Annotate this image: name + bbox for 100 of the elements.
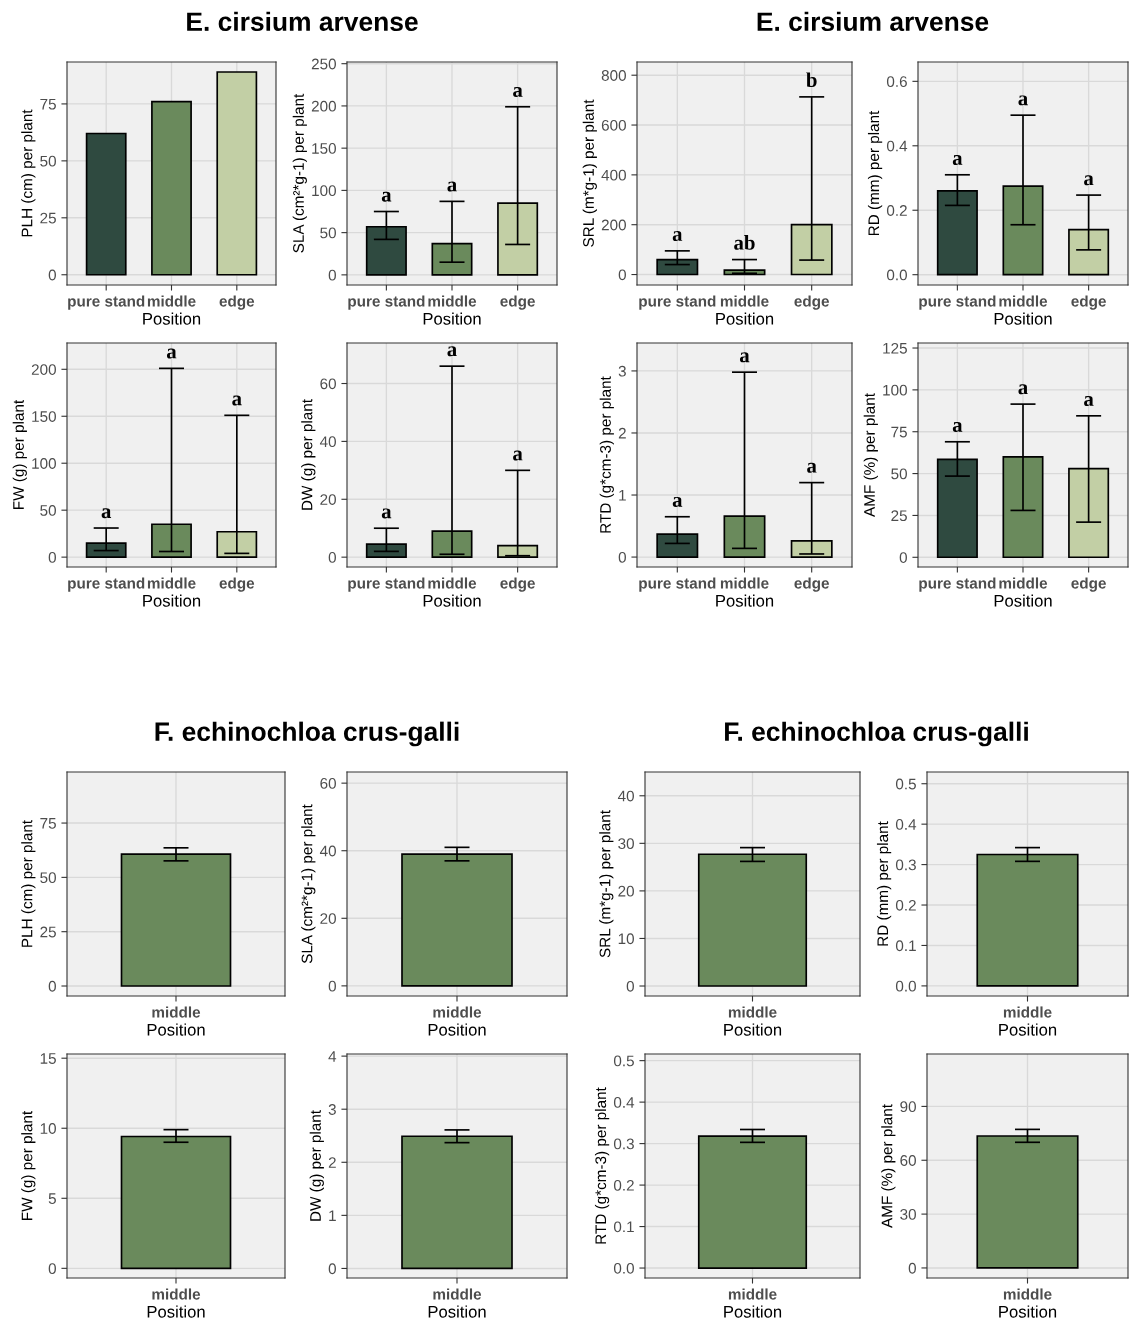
x-tick-label: middle	[433, 1288, 482, 1300]
x-axis-title: Position	[724, 1023, 782, 1036]
y-tick-label: 2	[618, 427, 626, 439]
y-tick-label: 0.1	[895, 940, 916, 952]
y-tick-label: 5	[48, 1193, 56, 1204]
annotation: a	[1084, 175, 1094, 186]
x-tick-label: middle	[433, 1006, 482, 1018]
y-tick-label: 0	[328, 269, 336, 281]
x-tick-label: pure stand	[639, 577, 716, 592]
y-tick-label: 0	[908, 1262, 916, 1274]
y-axis-title: SRL (m*g-1) per plant	[599, 810, 614, 958]
x-axis-title: Position	[147, 1023, 205, 1036]
y-tick-label: 0.0	[613, 1262, 634, 1274]
annotation: a	[1018, 384, 1028, 395]
y-tick-label: 0.2	[613, 1179, 634, 1191]
x-tick-label: edge	[794, 295, 829, 310]
x-tick-label: middle	[152, 1288, 201, 1300]
y-tick-label: 10	[40, 1123, 56, 1134]
y-tick-label: 90	[900, 1101, 916, 1113]
y-tick-label: 400	[601, 169, 626, 181]
x-tick-label: pure stand	[919, 295, 996, 310]
x-tick-label: pure stand	[348, 295, 425, 310]
y-tick-label: 1	[329, 1210, 336, 1221]
x-tick-label: edge	[500, 295, 535, 310]
y-tick-label: 20	[320, 494, 336, 505]
annotation: a	[101, 508, 112, 519]
x-axis-title: Position	[716, 312, 774, 325]
y-tick-label: 20	[320, 913, 336, 924]
y-axis-title: DW (g) per plant	[301, 399, 316, 510]
y-tick-label: 0	[48, 1263, 56, 1275]
y-tick-label: 0	[328, 552, 336, 563]
y-tick-label: 25	[40, 212, 56, 224]
x-tick-label: pure stand	[348, 577, 425, 592]
x-tick-label: middle	[720, 577, 769, 589]
x-axis-title: Position	[999, 1305, 1057, 1318]
y-tick-label: 200	[311, 100, 336, 112]
y-tick-label: 20	[618, 885, 634, 897]
x-tick-label: middle	[428, 577, 477, 589]
chart-title: F. echinochloa crus-galli	[155, 721, 459, 747]
y-tick-label: 30	[618, 838, 634, 850]
annotation: a	[232, 395, 242, 406]
y-tick-label: 200	[31, 364, 56, 375]
y-tick-label: 0	[48, 269, 56, 281]
y-axis-title: RD (mm) per plant	[876, 821, 892, 946]
y-axis-title: SRL (m*g-1) per plant	[582, 99, 597, 247]
x-tick-label: middle	[147, 577, 196, 589]
y-tick-label: 800	[601, 70, 626, 81]
x-tick-label: edge	[500, 577, 535, 592]
y-tick-label: 4	[328, 1051, 337, 1062]
y-tick-label: 15	[40, 1053, 56, 1064]
x-tick-label: middle	[147, 295, 196, 307]
y-axis-title: SLA (cm²*g-1) per plant	[292, 93, 307, 253]
y-axis-title: AMF (%) per plant	[881, 1104, 896, 1228]
x-tick-label: middle	[728, 1006, 777, 1018]
annotation: a	[807, 462, 817, 473]
x-tick-label: edge	[219, 577, 255, 592]
y-tick-label: 0	[328, 1263, 336, 1275]
annotation: a	[447, 346, 457, 357]
annotation: a	[513, 450, 523, 461]
y-tick-label: 0.4	[613, 1096, 635, 1108]
x-axis-title: Position	[147, 1305, 205, 1318]
annotation: a	[381, 191, 392, 202]
x-tick-label: pure stand	[68, 295, 145, 310]
y-tick-label: 0	[48, 552, 56, 563]
x-tick-label: middle	[1003, 1006, 1052, 1018]
y-tick-label: 125	[883, 342, 907, 354]
x-axis-title: Position	[428, 1023, 486, 1036]
y-axis-title: PLH (cm) per plant	[21, 820, 36, 947]
annotation: a	[447, 181, 457, 192]
y-tick-label: 0.3	[613, 1138, 634, 1150]
y-tick-label: 1	[619, 490, 626, 501]
annotation: b	[806, 72, 817, 88]
y-tick-label: 2	[328, 1157, 336, 1168]
y-tick-label: 30	[900, 1208, 916, 1220]
x-tick-label: middle	[999, 577, 1048, 589]
x-axis-title: Position	[724, 1305, 782, 1318]
x-tick-label: edge	[1071, 295, 1106, 310]
y-tick-label: 60	[320, 778, 336, 789]
chart-title: E. cirsium arvense	[757, 11, 989, 32]
y-tick-label: 0.5	[613, 1055, 634, 1067]
y-tick-label: 50	[320, 227, 336, 239]
y-tick-label: 250	[311, 58, 336, 70]
y-tick-label: 150	[32, 411, 56, 422]
y-tick-label: 100	[312, 185, 336, 197]
y-tick-label: 0	[899, 552, 907, 563]
bar	[85, 132, 127, 276]
annotation: a	[952, 155, 963, 165]
x-tick-label: pure stand	[919, 577, 996, 592]
y-axis-title: RTD (g*cm-3) per plant	[599, 376, 614, 533]
y-tick-label: 0.4	[886, 140, 908, 152]
y-tick-label: 0	[626, 980, 634, 992]
y-axis-title: DW (g) per plant	[309, 1110, 324, 1221]
annotation: a	[166, 348, 177, 359]
annotation: a	[952, 421, 963, 432]
annotation: a	[739, 352, 750, 363]
x-tick-label: pure stand	[639, 295, 716, 310]
y-tick-label: 50	[40, 872, 56, 884]
chart-title: E. cirsium arvense	[187, 11, 418, 32]
y-axis-title: PLH (cm) per plant	[21, 109, 36, 237]
x-axis-title: Position	[423, 594, 481, 607]
